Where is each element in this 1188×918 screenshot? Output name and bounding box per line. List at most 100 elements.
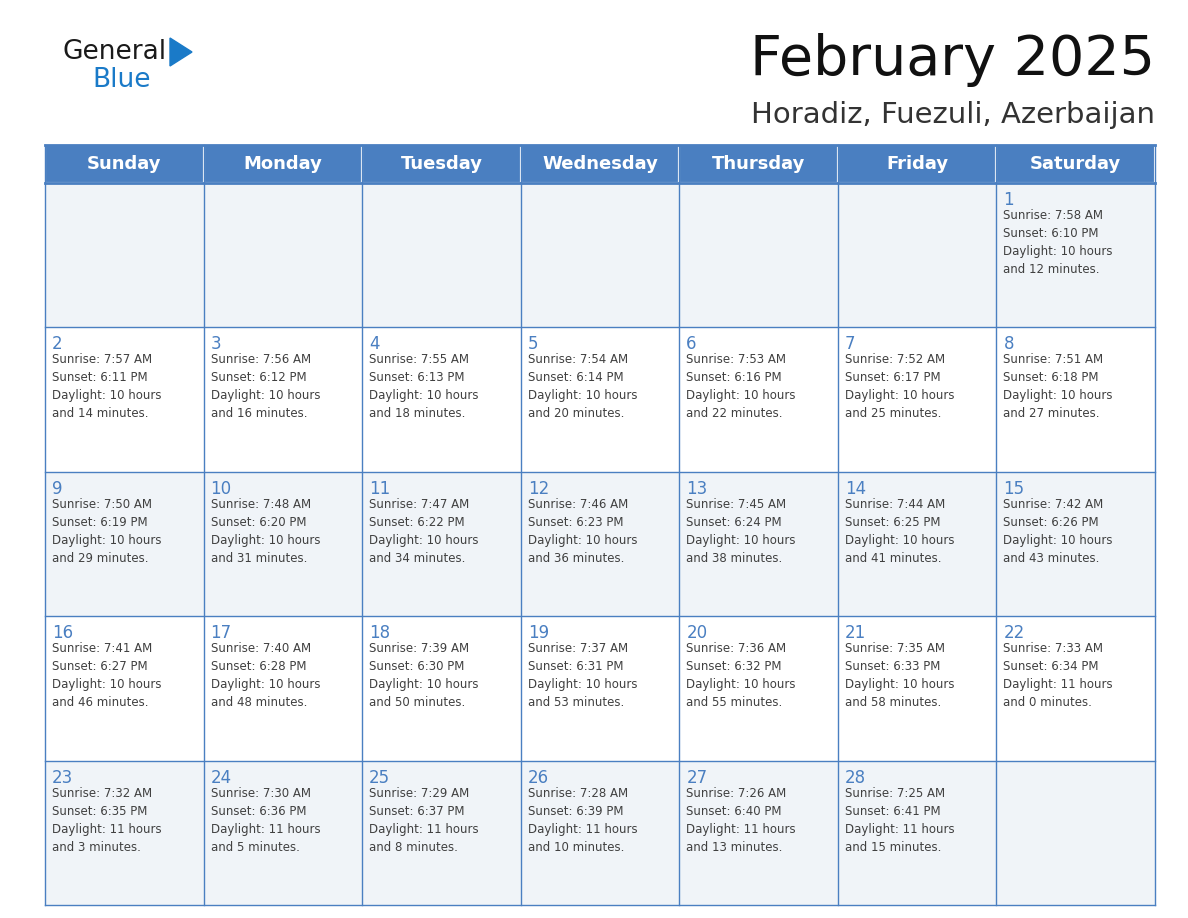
Text: Friday: Friday bbox=[886, 155, 948, 173]
Bar bbox=[520, 472, 680, 616]
Text: General: General bbox=[62, 39, 166, 65]
Bar bbox=[520, 145, 680, 183]
Text: 28: 28 bbox=[845, 768, 866, 787]
Bar bbox=[520, 761, 680, 905]
Bar bbox=[45, 616, 203, 761]
Text: 23: 23 bbox=[52, 768, 74, 787]
Bar bbox=[838, 328, 997, 472]
Text: Monday: Monday bbox=[244, 155, 322, 173]
Bar bbox=[838, 145, 997, 183]
Bar bbox=[997, 761, 1155, 905]
Text: 9: 9 bbox=[52, 480, 63, 498]
Text: 4: 4 bbox=[369, 335, 380, 353]
Bar bbox=[680, 145, 838, 183]
Bar bbox=[45, 145, 203, 183]
Text: 20: 20 bbox=[687, 624, 707, 643]
Text: 19: 19 bbox=[527, 624, 549, 643]
Bar bbox=[997, 183, 1155, 328]
Text: 16: 16 bbox=[52, 624, 74, 643]
Text: Sunrise: 7:58 AM
Sunset: 6:10 PM
Daylight: 10 hours
and 12 minutes.: Sunrise: 7:58 AM Sunset: 6:10 PM Dayligh… bbox=[1004, 209, 1113, 276]
Text: Saturday: Saturday bbox=[1030, 155, 1121, 173]
Bar bbox=[362, 616, 520, 761]
Text: 7: 7 bbox=[845, 335, 855, 353]
Text: Sunrise: 7:45 AM
Sunset: 6:24 PM
Daylight: 10 hours
and 38 minutes.: Sunrise: 7:45 AM Sunset: 6:24 PM Dayligh… bbox=[687, 498, 796, 565]
Text: Sunrise: 7:54 AM
Sunset: 6:14 PM
Daylight: 10 hours
and 20 minutes.: Sunrise: 7:54 AM Sunset: 6:14 PM Dayligh… bbox=[527, 353, 637, 420]
Text: Sunday: Sunday bbox=[87, 155, 162, 173]
Text: Sunrise: 7:50 AM
Sunset: 6:19 PM
Daylight: 10 hours
and 29 minutes.: Sunrise: 7:50 AM Sunset: 6:19 PM Dayligh… bbox=[52, 498, 162, 565]
Text: Sunrise: 7:37 AM
Sunset: 6:31 PM
Daylight: 10 hours
and 53 minutes.: Sunrise: 7:37 AM Sunset: 6:31 PM Dayligh… bbox=[527, 643, 637, 710]
Bar bbox=[203, 616, 362, 761]
Bar bbox=[362, 761, 520, 905]
Bar bbox=[45, 328, 203, 472]
Text: Thursday: Thursday bbox=[712, 155, 805, 173]
Text: 6: 6 bbox=[687, 335, 697, 353]
Text: 15: 15 bbox=[1004, 480, 1024, 498]
Bar bbox=[362, 183, 520, 328]
Text: Sunrise: 7:30 AM
Sunset: 6:36 PM
Daylight: 11 hours
and 5 minutes.: Sunrise: 7:30 AM Sunset: 6:36 PM Dayligh… bbox=[210, 787, 321, 854]
Text: Sunrise: 7:51 AM
Sunset: 6:18 PM
Daylight: 10 hours
and 27 minutes.: Sunrise: 7:51 AM Sunset: 6:18 PM Dayligh… bbox=[1004, 353, 1113, 420]
Text: 8: 8 bbox=[1004, 335, 1013, 353]
Bar bbox=[680, 761, 838, 905]
Text: Sunrise: 7:40 AM
Sunset: 6:28 PM
Daylight: 10 hours
and 48 minutes.: Sunrise: 7:40 AM Sunset: 6:28 PM Dayligh… bbox=[210, 643, 320, 710]
Text: Sunrise: 7:47 AM
Sunset: 6:22 PM
Daylight: 10 hours
and 34 minutes.: Sunrise: 7:47 AM Sunset: 6:22 PM Dayligh… bbox=[369, 498, 479, 565]
Text: Blue: Blue bbox=[91, 67, 151, 93]
Text: Sunrise: 7:56 AM
Sunset: 6:12 PM
Daylight: 10 hours
and 16 minutes.: Sunrise: 7:56 AM Sunset: 6:12 PM Dayligh… bbox=[210, 353, 320, 420]
Text: Sunrise: 7:36 AM
Sunset: 6:32 PM
Daylight: 10 hours
and 55 minutes.: Sunrise: 7:36 AM Sunset: 6:32 PM Dayligh… bbox=[687, 643, 796, 710]
Text: Sunrise: 7:29 AM
Sunset: 6:37 PM
Daylight: 11 hours
and 8 minutes.: Sunrise: 7:29 AM Sunset: 6:37 PM Dayligh… bbox=[369, 787, 479, 854]
Text: Sunrise: 7:26 AM
Sunset: 6:40 PM
Daylight: 11 hours
and 13 minutes.: Sunrise: 7:26 AM Sunset: 6:40 PM Dayligh… bbox=[687, 787, 796, 854]
Text: Sunrise: 7:55 AM
Sunset: 6:13 PM
Daylight: 10 hours
and 18 minutes.: Sunrise: 7:55 AM Sunset: 6:13 PM Dayligh… bbox=[369, 353, 479, 420]
Text: 26: 26 bbox=[527, 768, 549, 787]
Text: 24: 24 bbox=[210, 768, 232, 787]
Text: February 2025: February 2025 bbox=[750, 33, 1155, 87]
Bar bbox=[203, 328, 362, 472]
Text: 3: 3 bbox=[210, 335, 221, 353]
Text: Horadiz, Fuezuli, Azerbaijan: Horadiz, Fuezuli, Azerbaijan bbox=[751, 101, 1155, 129]
Bar bbox=[838, 472, 997, 616]
Text: 12: 12 bbox=[527, 480, 549, 498]
Bar bbox=[838, 761, 997, 905]
Bar bbox=[362, 328, 520, 472]
Bar bbox=[997, 328, 1155, 472]
Bar bbox=[997, 145, 1155, 183]
Bar bbox=[680, 328, 838, 472]
Bar bbox=[203, 145, 362, 183]
Text: Sunrise: 7:53 AM
Sunset: 6:16 PM
Daylight: 10 hours
and 22 minutes.: Sunrise: 7:53 AM Sunset: 6:16 PM Dayligh… bbox=[687, 353, 796, 420]
Bar bbox=[45, 472, 203, 616]
Bar bbox=[997, 472, 1155, 616]
Bar bbox=[997, 616, 1155, 761]
Text: Sunrise: 7:42 AM
Sunset: 6:26 PM
Daylight: 10 hours
and 43 minutes.: Sunrise: 7:42 AM Sunset: 6:26 PM Dayligh… bbox=[1004, 498, 1113, 565]
Text: Sunrise: 7:25 AM
Sunset: 6:41 PM
Daylight: 11 hours
and 15 minutes.: Sunrise: 7:25 AM Sunset: 6:41 PM Dayligh… bbox=[845, 787, 954, 854]
Bar bbox=[203, 472, 362, 616]
Text: Tuesday: Tuesday bbox=[400, 155, 482, 173]
Bar bbox=[838, 183, 997, 328]
Text: 18: 18 bbox=[369, 624, 391, 643]
Text: Sunrise: 7:32 AM
Sunset: 6:35 PM
Daylight: 11 hours
and 3 minutes.: Sunrise: 7:32 AM Sunset: 6:35 PM Dayligh… bbox=[52, 787, 162, 854]
Bar bbox=[838, 616, 997, 761]
Text: Sunrise: 7:57 AM
Sunset: 6:11 PM
Daylight: 10 hours
and 14 minutes.: Sunrise: 7:57 AM Sunset: 6:11 PM Dayligh… bbox=[52, 353, 162, 420]
Text: 22: 22 bbox=[1004, 624, 1025, 643]
Bar bbox=[680, 616, 838, 761]
Text: Sunrise: 7:52 AM
Sunset: 6:17 PM
Daylight: 10 hours
and 25 minutes.: Sunrise: 7:52 AM Sunset: 6:17 PM Dayligh… bbox=[845, 353, 954, 420]
Text: 10: 10 bbox=[210, 480, 232, 498]
Text: 5: 5 bbox=[527, 335, 538, 353]
Text: 11: 11 bbox=[369, 480, 391, 498]
Text: Sunrise: 7:39 AM
Sunset: 6:30 PM
Daylight: 10 hours
and 50 minutes.: Sunrise: 7:39 AM Sunset: 6:30 PM Dayligh… bbox=[369, 643, 479, 710]
Text: 13: 13 bbox=[687, 480, 708, 498]
Text: Sunrise: 7:28 AM
Sunset: 6:39 PM
Daylight: 11 hours
and 10 minutes.: Sunrise: 7:28 AM Sunset: 6:39 PM Dayligh… bbox=[527, 787, 637, 854]
Bar bbox=[203, 761, 362, 905]
Text: Sunrise: 7:35 AM
Sunset: 6:33 PM
Daylight: 10 hours
and 58 minutes.: Sunrise: 7:35 AM Sunset: 6:33 PM Dayligh… bbox=[845, 643, 954, 710]
Bar bbox=[45, 183, 203, 328]
Bar bbox=[520, 328, 680, 472]
Bar bbox=[520, 616, 680, 761]
Bar bbox=[680, 472, 838, 616]
Text: Sunrise: 7:48 AM
Sunset: 6:20 PM
Daylight: 10 hours
and 31 minutes.: Sunrise: 7:48 AM Sunset: 6:20 PM Dayligh… bbox=[210, 498, 320, 565]
Bar bbox=[520, 183, 680, 328]
Bar bbox=[362, 472, 520, 616]
Text: Sunrise: 7:33 AM
Sunset: 6:34 PM
Daylight: 11 hours
and 0 minutes.: Sunrise: 7:33 AM Sunset: 6:34 PM Dayligh… bbox=[1004, 643, 1113, 710]
Text: 2: 2 bbox=[52, 335, 63, 353]
Text: 27: 27 bbox=[687, 768, 707, 787]
Text: Sunrise: 7:46 AM
Sunset: 6:23 PM
Daylight: 10 hours
and 36 minutes.: Sunrise: 7:46 AM Sunset: 6:23 PM Dayligh… bbox=[527, 498, 637, 565]
Text: Sunrise: 7:41 AM
Sunset: 6:27 PM
Daylight: 10 hours
and 46 minutes.: Sunrise: 7:41 AM Sunset: 6:27 PM Dayligh… bbox=[52, 643, 162, 710]
Text: 1: 1 bbox=[1004, 191, 1015, 209]
Text: 25: 25 bbox=[369, 768, 391, 787]
